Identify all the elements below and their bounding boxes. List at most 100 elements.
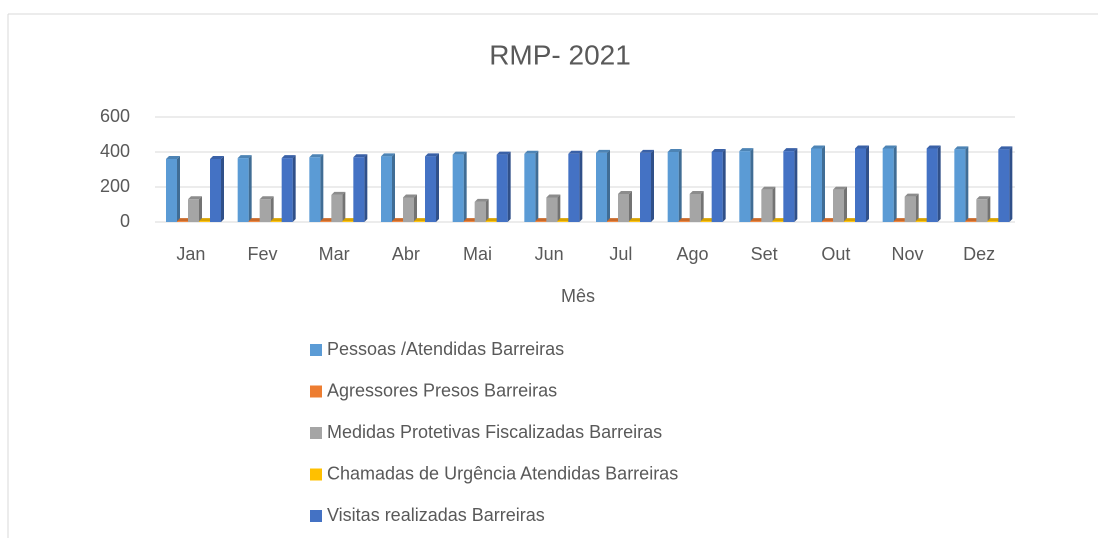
bar <box>904 196 916 222</box>
bar-top <box>496 151 511 155</box>
bar-side <box>794 148 798 222</box>
bar <box>882 148 894 222</box>
bar <box>535 221 547 222</box>
bar-side <box>937 145 941 222</box>
bar-top <box>739 148 754 152</box>
bar <box>331 194 343 222</box>
bar <box>425 156 436 222</box>
bar-side <box>844 186 847 222</box>
bar-side <box>342 191 346 222</box>
bar <box>711 152 723 222</box>
x-tick-label: Mai <box>463 244 492 264</box>
bar-side <box>364 154 368 222</box>
bar-top <box>414 218 428 222</box>
bar-side <box>177 156 180 222</box>
bar <box>855 148 866 222</box>
bar-side <box>700 191 704 222</box>
bar <box>259 199 271 222</box>
legend-label: Agressores Presos Barreiras <box>327 380 557 400</box>
bar <box>976 199 988 222</box>
bar <box>452 154 464 222</box>
bar-top <box>463 218 478 222</box>
bar-top <box>342 218 357 222</box>
bar-side <box>248 155 252 222</box>
x-tick-label: Jul <box>609 244 632 264</box>
bar-side <box>822 145 825 222</box>
bar <box>844 221 855 222</box>
bar-side <box>199 196 202 222</box>
bar <box>403 197 414 222</box>
bar-top <box>546 194 561 198</box>
bar-side <box>915 193 919 222</box>
bar-top <box>678 218 693 222</box>
y-tick-label: 200 <box>100 176 130 196</box>
bar-top <box>855 145 869 149</box>
bar-top <box>596 149 610 153</box>
bar-side <box>965 146 969 222</box>
bar <box>281 158 293 222</box>
bar-top <box>199 218 213 222</box>
bar-side <box>866 145 869 222</box>
bar <box>568 153 580 222</box>
bar-top <box>640 149 654 153</box>
legend-swatch <box>310 468 322 481</box>
bar-top <box>761 186 776 190</box>
bar-side <box>987 196 991 222</box>
bar <box>640 152 651 222</box>
bar-top <box>535 218 550 222</box>
bar-top <box>711 149 726 152</box>
legend-label: Chamadas de Urgência Atendidas Barreiras <box>327 463 678 483</box>
bar <box>463 221 475 222</box>
bar <box>381 156 392 222</box>
bar-top <box>998 146 1013 150</box>
bar-top <box>270 218 285 222</box>
bar-top <box>452 151 467 155</box>
bar-top <box>893 218 908 222</box>
bar-side <box>579 150 583 222</box>
bar-top <box>485 218 500 222</box>
bar-top <box>915 218 930 222</box>
x-tick-label: Mar <box>319 244 350 264</box>
bar <box>772 221 784 222</box>
bar-top <box>381 153 395 157</box>
x-tick-label: Out <box>821 244 850 264</box>
x-tick-label: Set <box>751 244 778 264</box>
bar-top <box>987 218 1002 222</box>
bar <box>811 148 822 222</box>
bar <box>596 152 607 222</box>
bar-top <box>954 146 969 150</box>
bar-side <box>1009 146 1013 222</box>
bar <box>353 157 365 222</box>
bar <box>524 153 536 222</box>
bar-top <box>965 218 980 222</box>
bar-side <box>651 149 654 222</box>
bar <box>689 194 701 222</box>
bar-side <box>392 153 395 222</box>
bar-top <box>629 218 643 222</box>
bar-top <box>281 155 296 159</box>
x-tick-label: Jun <box>535 244 564 264</box>
bar <box>618 194 629 222</box>
bar-top <box>811 145 825 149</box>
bar <box>392 221 403 222</box>
bar <box>607 221 618 222</box>
bar <box>270 221 282 222</box>
bar-side <box>750 148 754 222</box>
bar-side <box>436 153 439 222</box>
bar-top <box>667 149 682 152</box>
y-tick-label: 400 <box>100 141 130 161</box>
bar <box>761 189 773 222</box>
bar-top <box>166 156 180 159</box>
bar-top <box>568 150 583 154</box>
bar-top <box>353 154 368 158</box>
bar-side <box>678 149 682 222</box>
bar <box>199 221 210 222</box>
bar-side <box>463 151 467 222</box>
bar <box>750 221 762 222</box>
legend-label: Pessoas /Atendidas Barreiras <box>327 339 564 359</box>
bar-top <box>524 150 539 154</box>
legend-swatch <box>310 344 322 356</box>
bar-top <box>177 218 191 222</box>
bar-top <box>689 191 704 194</box>
bar-side <box>557 194 561 222</box>
